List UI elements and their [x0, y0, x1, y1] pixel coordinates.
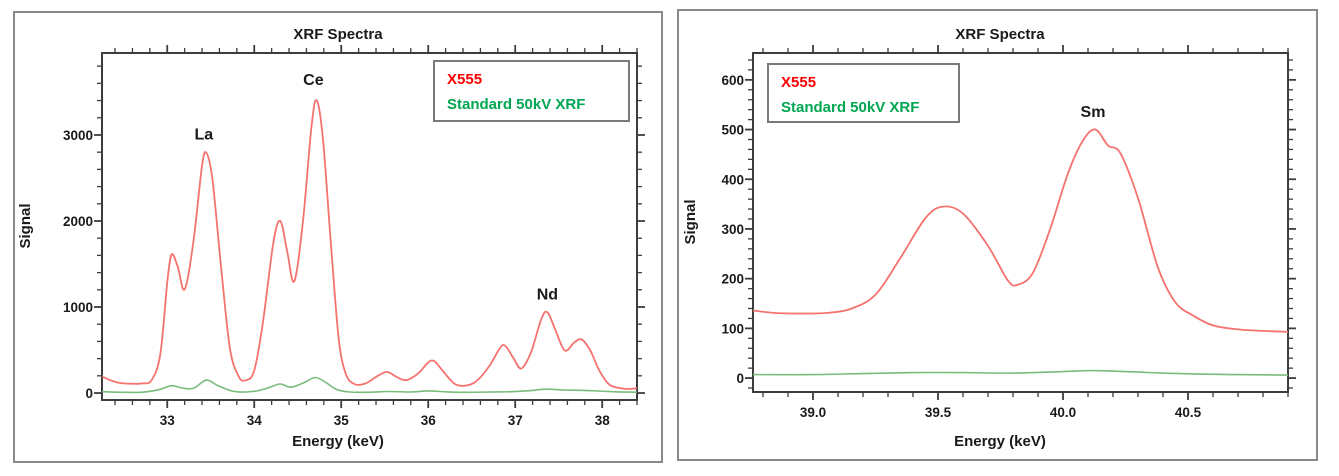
legend-left: X555 Standard 50kV XRF — [433, 60, 630, 122]
x-tick-label: 37 — [508, 413, 523, 428]
x-tick-label: 36 — [421, 413, 437, 428]
axis-ticks — [745, 45, 1296, 400]
chart-left: 33 34 35 36 37 38 0 1000 2000 3000 XRF Spectra Ener… — [17, 26, 645, 450]
y-tick-label: 600 — [721, 73, 744, 88]
legend-item-x555: X555 — [447, 71, 483, 88]
x-tick-label: 38 — [595, 413, 611, 428]
x-axis-label: Energy (keV) — [292, 433, 384, 450]
x-tick-label: 33 — [160, 413, 176, 428]
y-tick-label: 2000 — [63, 214, 93, 229]
x-tick-label: 39.0 — [800, 405, 826, 420]
y-tick-label: 300 — [721, 222, 744, 237]
y-tick-label: 200 — [721, 272, 744, 287]
y-tick-label: 0 — [736, 371, 744, 386]
y-tick-label: 100 — [721, 321, 744, 336]
y-tick-label: 500 — [721, 123, 744, 138]
y-tick-label: 400 — [721, 172, 744, 187]
peak-label-la: La — [194, 126, 213, 143]
chart-title: XRF Spectra — [293, 26, 383, 43]
y-tick-label: 0 — [85, 386, 93, 401]
x-tick-label: 40.5 — [1175, 405, 1202, 420]
plot-frame — [752, 52, 1289, 393]
legend-item-x555: X555 — [781, 74, 817, 91]
x-tick-label: 34 — [247, 413, 263, 428]
x-axis-label: Energy (keV) — [954, 433, 1046, 450]
plot-frame — [101, 52, 638, 401]
series-x555 — [753, 128, 1288, 333]
x-tick-label: 35 — [334, 413, 350, 428]
y-axis-label: Signal — [17, 203, 34, 248]
legend-item-standard-50kv-xrf: Standard 50kV XRF — [447, 96, 586, 113]
series-standard-50kv-xrf — [753, 369, 1288, 376]
x-tick-label: 40.0 — [1050, 405, 1076, 420]
y-axis-label: Signal — [682, 199, 699, 244]
axis-ticks — [94, 45, 645, 408]
peak-label-ce: Ce — [303, 72, 324, 89]
chart-right: 39.0 39.5 40.0 40.5 0 100 200 300 400 500 600 XRF S… — [682, 26, 1296, 450]
series-standard-50kv-xrf — [102, 376, 637, 394]
peak-label-nd: Nd — [537, 286, 558, 303]
y-tick-label: 1000 — [63, 300, 93, 315]
series-x555 — [102, 99, 637, 390]
legend-item-standard-50kv-xrf: Standard 50kV XRF — [781, 99, 920, 116]
legend-right: X555 Standard 50kV XRF — [767, 63, 960, 123]
chart-title: XRF Spectra — [955, 26, 1045, 43]
y-tick-label: 3000 — [63, 128, 93, 143]
peak-label-sm: Sm — [1081, 104, 1106, 121]
x-tick-label: 39.5 — [925, 405, 952, 420]
